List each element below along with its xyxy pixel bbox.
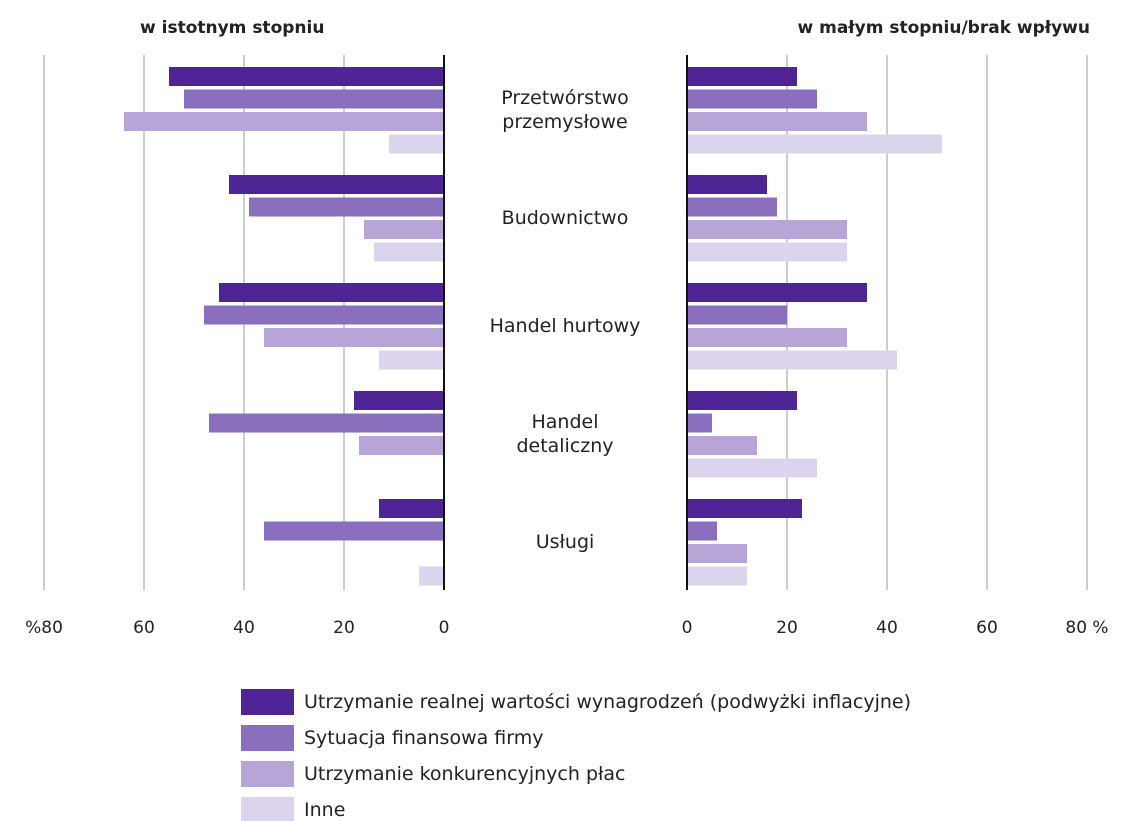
- bar: [264, 521, 444, 541]
- bar: [419, 566, 444, 586]
- bar: [687, 112, 867, 131]
- bar: [687, 67, 797, 86]
- legend-swatch: [241, 725, 294, 751]
- bar: [389, 134, 444, 154]
- bar: [687, 521, 717, 541]
- bar: [219, 283, 444, 302]
- bar: [687, 197, 777, 217]
- bar: [687, 499, 802, 518]
- bar: [687, 566, 747, 586]
- bar: [687, 134, 942, 154]
- bar: [169, 67, 444, 86]
- legend-label: Sytuacja finansowa firmy: [304, 727, 544, 749]
- x-tick-label: 20: [333, 618, 355, 638]
- bar: [204, 305, 444, 325]
- x-tick-label: %80: [25, 618, 63, 638]
- bar: [687, 413, 712, 433]
- bar: [687, 242, 847, 262]
- x-tick-label: 80 %: [1065, 618, 1108, 638]
- x-tick-label: 40: [876, 618, 898, 638]
- category-label: Handel detaliczny: [516, 411, 614, 457]
- x-tick-label: 60: [976, 618, 998, 638]
- bar: [379, 499, 444, 518]
- bar: [687, 220, 847, 239]
- category-label: Handel hurtowy: [489, 315, 641, 337]
- bar: [687, 305, 787, 325]
- bar: [687, 175, 767, 194]
- bar: [209, 413, 444, 433]
- chart-title: w małym stopniu/brak wpływu: [798, 18, 1091, 38]
- legend-label: Inne: [304, 799, 346, 821]
- bar: [687, 544, 747, 563]
- category-label: Przetwórstwo przemysłowe: [501, 87, 629, 133]
- legend-label: Utrzymanie konkurencyjnych płac: [304, 763, 626, 785]
- bar: [249, 197, 444, 217]
- x-tick-label: 0: [439, 618, 450, 638]
- bar: [687, 283, 867, 302]
- bar: [264, 328, 444, 347]
- legend-swatch: [241, 689, 294, 715]
- bar: [687, 89, 817, 109]
- bar: [364, 220, 444, 239]
- x-tick-label: 60: [133, 618, 155, 638]
- bar: [687, 458, 817, 478]
- x-tick-label: 40: [233, 618, 255, 638]
- bar: [687, 350, 897, 370]
- bar: [687, 436, 757, 455]
- chart-title: w istotnym stopniu: [140, 18, 324, 38]
- x-tick-label: 20: [776, 618, 798, 638]
- bar: [184, 89, 444, 109]
- legend-swatch: [241, 797, 294, 821]
- bar: [359, 436, 444, 455]
- legend-swatch: [241, 761, 294, 787]
- bar: [124, 112, 444, 131]
- bar: [354, 391, 444, 410]
- category-label: Usługi: [535, 531, 595, 553]
- bar: [687, 391, 797, 410]
- bar: [229, 175, 444, 194]
- bar: [687, 328, 847, 347]
- legend-label: Utrzymanie realnej wartości wynagrodzeń …: [304, 691, 912, 713]
- category-label: Budownictwo: [501, 207, 629, 229]
- bar: [379, 350, 444, 370]
- bar: [374, 242, 444, 262]
- x-tick-label: 0: [682, 618, 693, 638]
